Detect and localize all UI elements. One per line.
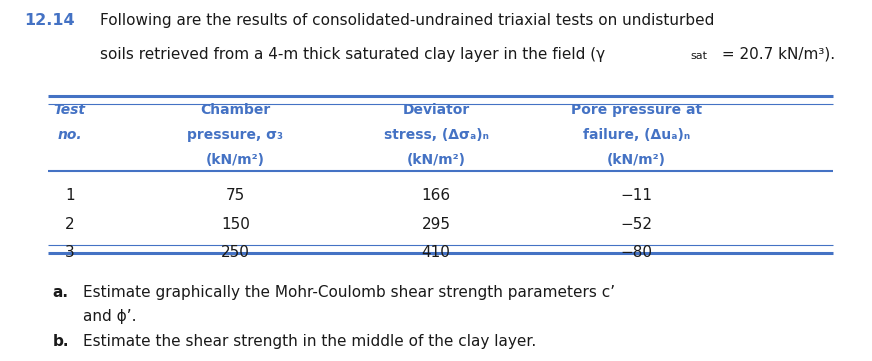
Text: Following are the results of consolidated-undrained triaxial tests on undisturbe: Following are the results of consolidate… xyxy=(100,13,715,28)
Text: soils retrieved from a 4-m thick saturated clay layer in the field (γ: soils retrieved from a 4-m thick saturat… xyxy=(100,47,605,62)
Text: and ϕ’.: and ϕ’. xyxy=(83,309,136,324)
Text: Deviator: Deviator xyxy=(402,103,470,117)
Text: Pore pressure at: Pore pressure at xyxy=(571,103,702,117)
Text: 295: 295 xyxy=(421,217,451,232)
Text: b.: b. xyxy=(52,334,69,349)
Text: (kN/m²): (kN/m²) xyxy=(406,153,466,168)
Text: stress, (Δσₐ)ₙ: stress, (Δσₐ)ₙ xyxy=(384,128,488,142)
Text: (kN/m²): (kN/m²) xyxy=(607,153,666,168)
Text: = 20.7 kN/m³).: = 20.7 kN/m³). xyxy=(717,47,835,62)
Text: Test: Test xyxy=(54,103,85,117)
Text: (kN/m²): (kN/m²) xyxy=(206,153,265,168)
Text: no.: no. xyxy=(58,128,82,142)
Text: 250: 250 xyxy=(221,245,250,261)
Text: 2: 2 xyxy=(65,217,75,232)
Text: 75: 75 xyxy=(226,188,245,203)
Text: 150: 150 xyxy=(221,217,250,232)
Text: −52: −52 xyxy=(621,217,652,232)
Text: pressure, σ₃: pressure, σ₃ xyxy=(187,128,283,142)
Text: a.: a. xyxy=(52,285,68,300)
Text: 12.14: 12.14 xyxy=(24,13,75,28)
Text: 3: 3 xyxy=(65,245,75,261)
Text: Estimate the shear strength in the middle of the clay layer.: Estimate the shear strength in the middl… xyxy=(83,334,536,349)
Text: 1: 1 xyxy=(65,188,75,203)
Text: −11: −11 xyxy=(621,188,652,203)
Text: sat: sat xyxy=(691,51,707,61)
Text: Chamber: Chamber xyxy=(201,103,270,117)
Text: failure, (Δuₐ)ₙ: failure, (Δuₐ)ₙ xyxy=(583,128,690,142)
Text: −80: −80 xyxy=(621,245,652,261)
Text: 166: 166 xyxy=(421,188,451,203)
Text: 410: 410 xyxy=(421,245,451,261)
Text: Estimate graphically the Mohr-Coulomb shear strength parameters c’: Estimate graphically the Mohr-Coulomb sh… xyxy=(83,285,615,300)
